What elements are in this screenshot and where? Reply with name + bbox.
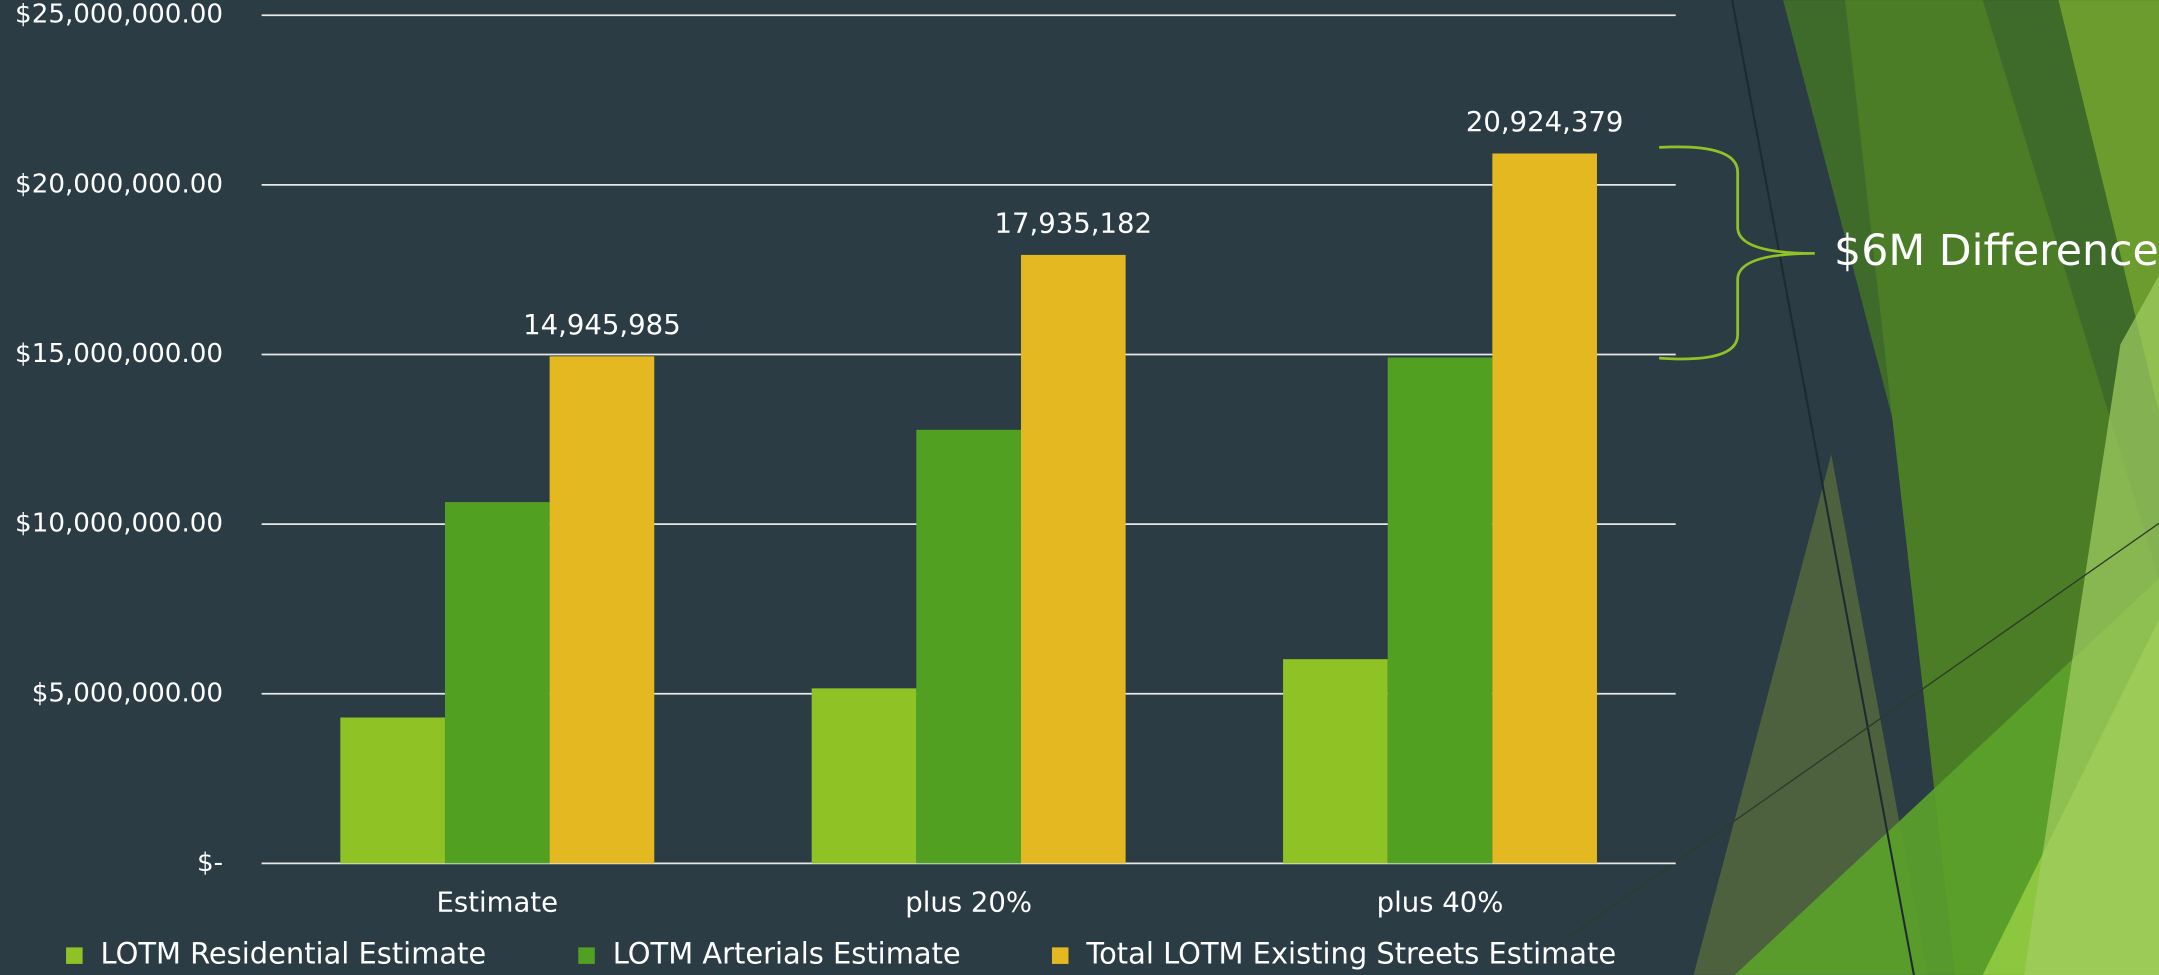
bar [1020, 254, 1126, 864]
value-label: 20,924,379 [1466, 106, 1624, 138]
x-tick-label: Estimate [437, 886, 559, 918]
legend-swatch [578, 947, 595, 964]
annotation: $6M Difference [1834, 226, 2159, 276]
x-tick-label: plus 20% [905, 886, 1032, 918]
bar [444, 502, 550, 864]
legend-label: LOTM Arterials Estimate [613, 937, 961, 971]
bar [549, 356, 655, 864]
legend-label: LOTM Residential Estimate [101, 937, 487, 971]
y-tick-label: $5,000,000.00 [32, 678, 223, 708]
bar [340, 717, 445, 864]
y-tick-label: $- [197, 848, 223, 878]
value-label: 17,935,182 [995, 208, 1153, 240]
legend-swatch [1051, 947, 1069, 964]
x-tick-label: plus 40% [1377, 886, 1504, 918]
value-label: 14,945,985 [523, 309, 681, 341]
legend-swatch [66, 947, 83, 964]
y-tick-label: $20,000,000.00 [15, 169, 223, 199]
bar [916, 429, 1021, 864]
bar [811, 688, 917, 864]
y-tick-label: $15,000,000.00 [15, 339, 223, 369]
bar [1492, 153, 1597, 864]
bar [1283, 659, 1388, 864]
y-tick-label: $25,000,000.00 [15, 0, 223, 30]
y-tick-label: $10,000,000.00 [15, 509, 223, 539]
bar [1387, 357, 1493, 864]
background-decoration [1569, 0, 2159, 975]
legend-label: Total LOTM Existing Streets Estimate [1085, 937, 1616, 971]
